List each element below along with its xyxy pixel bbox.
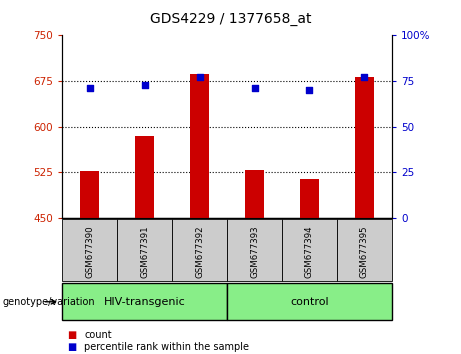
Text: percentile rank within the sample: percentile rank within the sample bbox=[84, 342, 249, 352]
Text: GSM677391: GSM677391 bbox=[140, 225, 149, 278]
Text: count: count bbox=[84, 330, 112, 339]
Bar bbox=[300, 179, 319, 218]
Point bbox=[361, 74, 368, 80]
Point bbox=[196, 74, 203, 80]
Point bbox=[141, 82, 148, 87]
Text: ■: ■ bbox=[67, 342, 76, 352]
Text: genotype/variation: genotype/variation bbox=[2, 297, 95, 307]
Bar bbox=[190, 74, 209, 218]
Bar bbox=[245, 170, 264, 218]
Point bbox=[251, 85, 258, 91]
Bar bbox=[135, 136, 154, 218]
Text: control: control bbox=[290, 297, 329, 307]
Text: GSM677392: GSM677392 bbox=[195, 225, 204, 278]
Bar bbox=[80, 171, 99, 218]
Text: GDS4229 / 1377658_at: GDS4229 / 1377658_at bbox=[150, 12, 311, 27]
Text: GSM677394: GSM677394 bbox=[305, 225, 314, 278]
Text: HIV-transgenic: HIV-transgenic bbox=[104, 297, 185, 307]
Point bbox=[306, 87, 313, 93]
Text: GSM677390: GSM677390 bbox=[85, 225, 94, 278]
Text: GSM677393: GSM677393 bbox=[250, 225, 259, 278]
Bar bbox=[355, 77, 374, 218]
Text: GSM677395: GSM677395 bbox=[360, 225, 369, 278]
Point bbox=[86, 85, 94, 91]
Text: ■: ■ bbox=[67, 330, 76, 339]
